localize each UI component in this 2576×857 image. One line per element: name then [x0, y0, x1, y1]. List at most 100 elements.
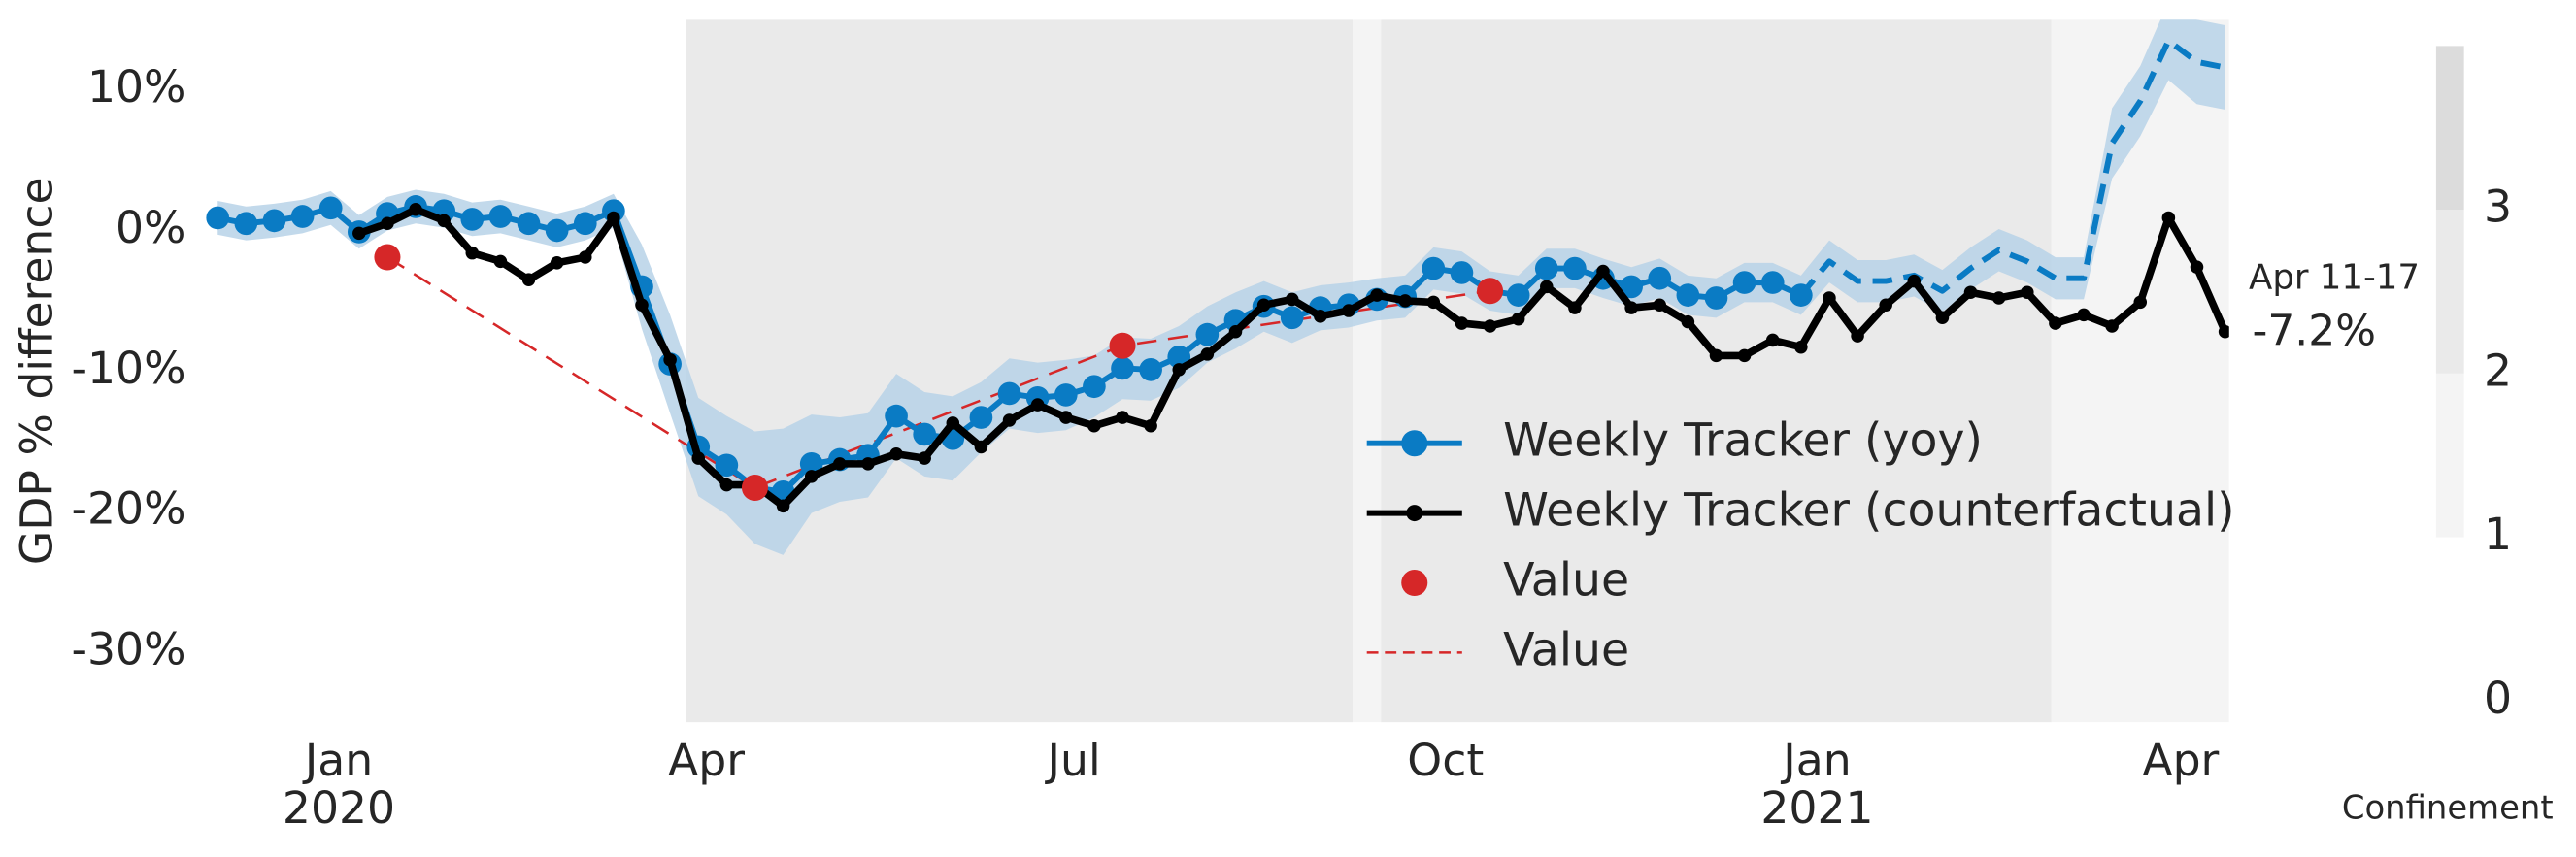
- x-tick-label: Apr: [2142, 735, 2219, 786]
- confidence-band: [217, 19, 2225, 555]
- data-point: [206, 206, 230, 230]
- data-point: [1195, 322, 1220, 346]
- data-point: [1823, 291, 1836, 305]
- data-point: [889, 446, 903, 461]
- data-point: [352, 226, 366, 241]
- data-point: [2021, 285, 2034, 299]
- y-tick-label: 10%: [87, 61, 185, 113]
- data-point: [1511, 312, 1525, 326]
- data-point: [804, 470, 819, 483]
- data-point: [2049, 316, 2062, 330]
- data-point: [1620, 275, 1643, 299]
- data-point: [1534, 256, 1558, 280]
- annotation: Apr 11-17: [2249, 258, 2420, 298]
- data-point: [974, 440, 988, 454]
- data-point: [1455, 316, 1469, 330]
- data-point: [521, 273, 536, 286]
- data-point: [2218, 324, 2229, 339]
- data-point: [2077, 308, 2091, 322]
- data-point: [799, 452, 823, 476]
- data-point: [1568, 301, 1582, 314]
- confinement-region: [1381, 19, 2052, 723]
- data-point: [1653, 298, 1667, 313]
- data-point: [1030, 398, 1045, 412]
- colorbar-label: Confinement: [2342, 788, 2554, 826]
- data-point: [2105, 319, 2119, 333]
- legend-handle: [1401, 569, 1428, 597]
- x-year-label: 2021: [1760, 782, 1873, 834]
- data-point: [776, 499, 790, 513]
- data-point: [969, 406, 993, 429]
- data-point: [691, 451, 706, 465]
- data-point: [719, 478, 734, 492]
- data-point: [1450, 261, 1474, 284]
- data-point: [550, 256, 564, 270]
- y-tick-label: -10%: [72, 343, 186, 394]
- x-tick-label: Jan: [1780, 735, 1851, 786]
- series-line: [386, 255, 1490, 489]
- data-point: [1765, 333, 1780, 347]
- data-point: [493, 254, 508, 269]
- data-point: [1116, 411, 1129, 424]
- data-point: [635, 298, 649, 313]
- data-point: [1477, 278, 1504, 305]
- data-point: [1991, 291, 2006, 305]
- data-point: [1794, 340, 1808, 354]
- data-point: [465, 246, 480, 260]
- data-point: [290, 205, 315, 228]
- data-point: [741, 474, 769, 502]
- colorbar-segment: [2435, 373, 2464, 538]
- data-point: [1172, 363, 1187, 377]
- y-axis-label: GDP % difference: [11, 177, 62, 565]
- x-tick-label: Jul: [1045, 735, 1101, 786]
- data-point: [1483, 319, 1497, 333]
- y-tick-label: -20%: [72, 483, 186, 535]
- data-point: [1851, 329, 1864, 343]
- data-point: [1200, 347, 1215, 361]
- data-point: [1732, 271, 1756, 294]
- data-point: [374, 244, 401, 271]
- data-point: [1139, 358, 1162, 381]
- data-point: [1935, 311, 1950, 325]
- data-point: [1280, 306, 1304, 330]
- data-point: [1648, 266, 1672, 290]
- data-point: [1342, 304, 1355, 317]
- colorbar-tick-label: 0: [2484, 673, 2512, 724]
- data-point: [1963, 285, 1978, 299]
- data-point: [1144, 419, 1157, 433]
- data-point: [318, 196, 343, 220]
- data-point: [885, 404, 908, 428]
- data-point: [1789, 283, 1813, 307]
- data-point: [2161, 211, 2176, 225]
- data-point: [1907, 274, 1922, 288]
- data-point: [1563, 256, 1587, 280]
- data-point: [1285, 292, 1299, 307]
- legend-handle: [1401, 430, 1428, 457]
- legend-label: Value: [1503, 623, 1629, 676]
- data-point: [1054, 383, 1078, 407]
- data-point: [2190, 260, 2204, 274]
- legend-label: Value: [1503, 554, 1629, 608]
- colorbar-segment: [2435, 46, 2464, 211]
- nowcast-line: [1798, 37, 2226, 298]
- plot-area: [206, 19, 2229, 723]
- data-point: [1596, 264, 1610, 279]
- colorbar-tick-label: 1: [2484, 509, 2512, 560]
- data-point: [1002, 413, 1017, 427]
- data-point: [381, 216, 394, 231]
- confinement-region: [2051, 19, 2229, 723]
- data-point: [488, 205, 513, 228]
- data-point: [918, 451, 931, 465]
- colorbar-tick-label: 3: [2484, 181, 2512, 233]
- data-point: [1760, 271, 1785, 294]
- data-point: [1624, 301, 1638, 314]
- data-point: [1370, 288, 1384, 302]
- data-point: [1314, 310, 1327, 323]
- data-point: [913, 422, 937, 446]
- data-point: [517, 212, 541, 236]
- data-point: [1111, 356, 1134, 380]
- y-tick-label: -30%: [72, 623, 186, 675]
- legend-handle: [1406, 505, 1423, 522]
